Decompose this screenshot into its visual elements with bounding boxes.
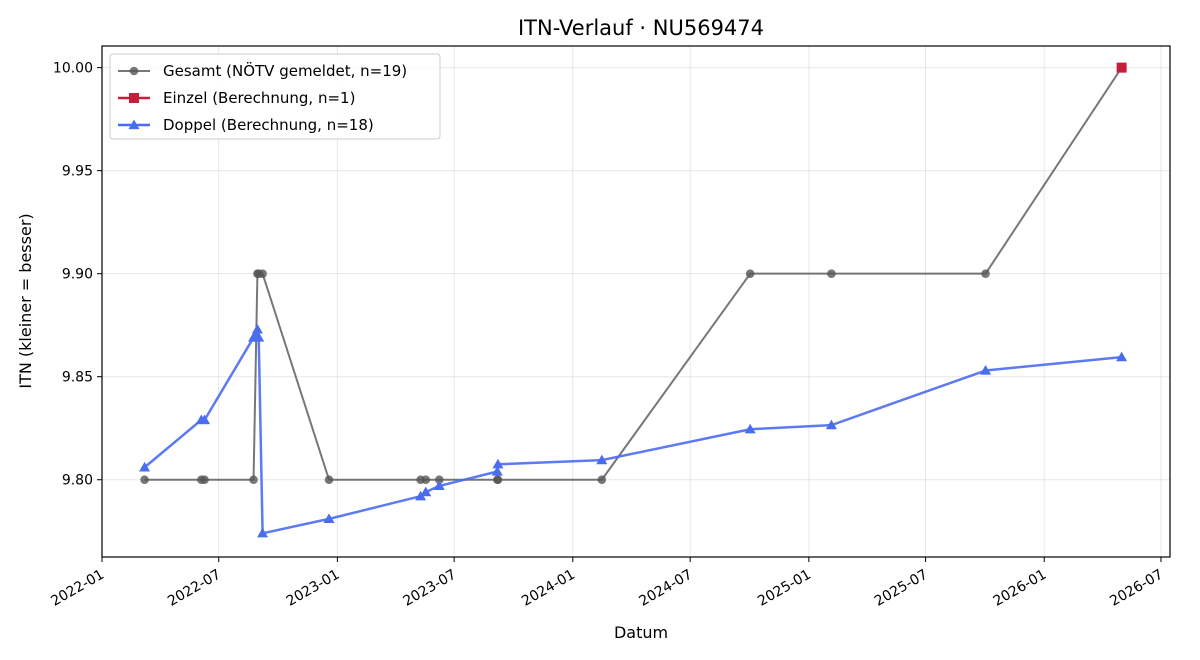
data-point [827, 269, 836, 278]
data-point [491, 465, 503, 476]
x-tick-label: 2024-01 [519, 567, 578, 610]
legend-label: Einzel (Berechnung, n=1) [163, 89, 355, 107]
data-point [249, 475, 258, 485]
legend-marker [129, 93, 139, 103]
data-point [199, 414, 211, 425]
data-point [744, 423, 756, 434]
data-point [981, 269, 990, 278]
x-tick-label: 2026-01 [991, 567, 1050, 610]
x-tick-label: 2022-07 [165, 567, 224, 610]
data-point [980, 365, 992, 375]
data-point [415, 490, 427, 501]
data-point [597, 475, 607, 485]
data-point [139, 461, 151, 472]
series-triangle [139, 323, 1128, 538]
data-point [323, 513, 335, 524]
y-tick-label: 9.95 [62, 164, 93, 180]
x-tick-label: 2024-07 [637, 567, 696, 610]
data-point [596, 454, 608, 465]
x-tick-label: 2025-01 [755, 567, 814, 610]
legend-label: Gesamt (NÖTV gemeldet, n=19) [163, 61, 407, 80]
series-layer [139, 62, 1128, 538]
x-tick-label: 2026-07 [1107, 567, 1166, 610]
y-axis-title: ITN (kleiner = besser) [16, 213, 35, 388]
data-point [1116, 62, 1127, 73]
data-point [420, 486, 432, 497]
data-point [825, 419, 837, 430]
legend-box [109, 53, 441, 140]
grid [101, 46, 1170, 557]
data-point [200, 475, 209, 485]
data-point [493, 475, 503, 485]
x-axis-title: Datum [614, 623, 668, 642]
data-point [745, 269, 755, 278]
data-point [1116, 351, 1128, 362]
axis-ticks: 2022-01 2022-07 2023-01 2023-07 2024-01 2024-… [48, 61, 1166, 610]
legend: Gesamt (NÖTV gemeldet, n=19) Einzel (Bere… [109, 53, 441, 140]
data-point [257, 527, 269, 538]
chart-title: ITN-Verlauf · NU569474 [518, 16, 764, 40]
data-point [492, 458, 504, 469]
data-point [140, 475, 149, 485]
data-point [433, 480, 445, 491]
series-square [1116, 62, 1127, 73]
plot-frame [101, 45, 1171, 558]
legend-marker [129, 66, 139, 76]
x-tick-label: 2022-01 [48, 567, 107, 610]
x-tick-label: 2023-07 [400, 567, 459, 610]
data-point [324, 475, 334, 485]
data-point [421, 475, 431, 485]
y-tick-label: 10.00 [53, 61, 93, 77]
data-point [251, 323, 263, 334]
data-point [258, 269, 267, 278]
legend-marker [128, 119, 140, 130]
y-tick-label: 9.80 [62, 473, 93, 489]
y-tick-label: 9.90 [62, 267, 93, 283]
data-point [434, 475, 444, 485]
data-point [253, 332, 265, 342]
x-tick-label: 2023-01 [284, 567, 343, 610]
y-tick-label: 9.85 [62, 370, 93, 386]
x-tick-label: 2025-07 [872, 567, 931, 610]
legend-label: Doppel (Berechnung, n=18) [163, 116, 374, 134]
